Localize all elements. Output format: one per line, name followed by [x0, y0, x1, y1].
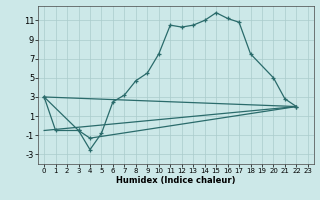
X-axis label: Humidex (Indice chaleur): Humidex (Indice chaleur)	[116, 176, 236, 185]
